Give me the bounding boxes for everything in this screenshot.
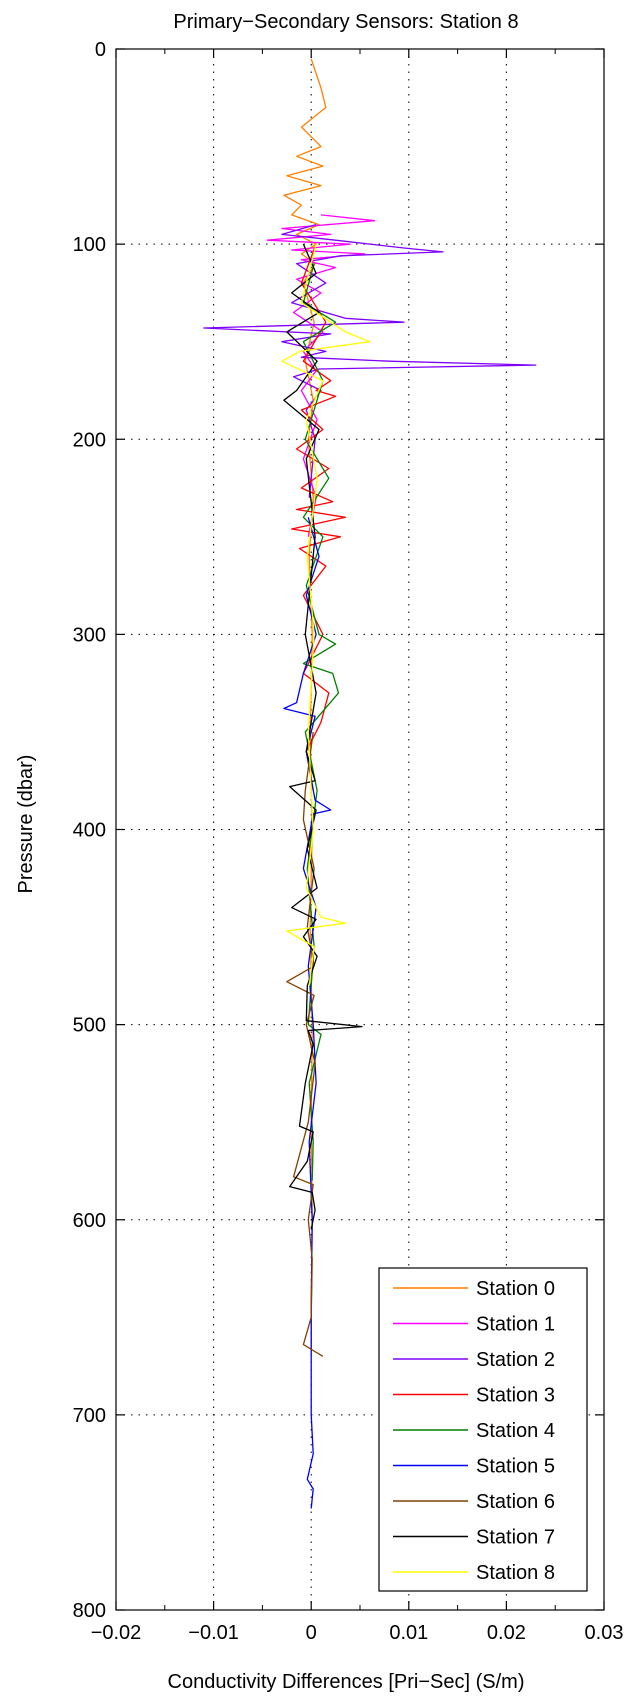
x-tick-label: 0.01 [389,1622,428,1644]
y-tick-label: 200 [73,429,106,451]
y-tick-label: 0 [95,39,106,61]
y-tick-label: 300 [73,624,106,646]
axes: −0.02 −0.01 0 0.01 0.02 0.03 0 100 200 300 400 500 6… [73,39,624,1644]
legend-label: Station 4 [476,1420,555,1442]
legend-label: Station 2 [476,1349,555,1371]
data-series-lines [203,58,537,1509]
x-tick-label: −0.01 [188,1622,239,1644]
legend-label: Station 6 [476,1491,555,1513]
x-axis-title: Conductivity Differences [Pri−Sec] (S/m) [168,1671,525,1693]
series-line-station-5 [283,517,332,1509]
series-line-station-8 [281,243,371,986]
chart-title: Primary−Secondary Sensors: Station 8 [173,11,518,33]
series-line-station-4 [302,263,340,1181]
y-tick-label: 700 [73,1405,106,1427]
x-tick-label: 0.03 [585,1622,624,1644]
legend-label: Station 8 [476,1562,555,1584]
series-line-station-1 [266,214,376,537]
x-tick-label: 0 [306,1622,317,1644]
legend-label: Station 7 [476,1527,555,1549]
y-tick-label: 500 [73,1015,106,1037]
legend-label: Station 1 [476,1314,555,1336]
legend-label: Station 5 [476,1456,555,1478]
x-tick-label: −0.02 [91,1622,142,1644]
series-line-station-7 [283,243,363,1230]
series-line-station-6 [286,731,324,1357]
series-line-station-3 [291,243,347,791]
legend: Station 0 Station 1 Station 2 Station 3 Stat… [378,1267,588,1592]
legend-label: Station 3 [476,1385,555,1407]
y-tick-label: 400 [73,820,106,842]
series-line-station-2 [203,223,537,498]
legend-label: Station 0 [476,1278,555,1300]
y-axis-title: Pressure (dbar) [15,755,37,894]
y-tick-label: 600 [73,1210,106,1232]
y-tick-label: 800 [73,1600,106,1622]
y-tick-label: 100 [73,234,106,256]
x-tick-label: 0.02 [487,1622,526,1644]
